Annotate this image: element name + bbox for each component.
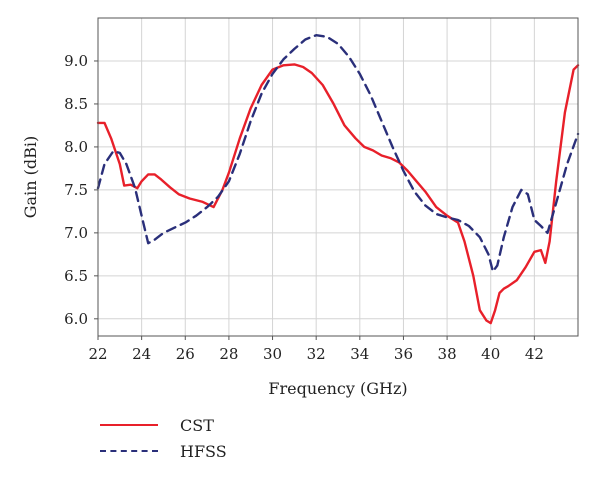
y-tick-label: 6.5 (64, 267, 88, 285)
x-axis-label: Frequency (GHz) (268, 379, 407, 398)
x-tick-label: 40 (481, 345, 500, 363)
legend-item-hfss: HFSS (100, 438, 227, 464)
x-tick-label: 28 (219, 345, 238, 363)
series-layer (96, 34, 580, 325)
y-tick-label: 6.0 (64, 310, 88, 328)
y-tick-label: 9.0 (64, 52, 88, 70)
series-line-cst (96, 63, 580, 325)
legend-swatch-hfss (100, 450, 158, 452)
legend-label-hfss: HFSS (180, 441, 227, 461)
legend-swatch-cst (100, 424, 158, 426)
x-tick-label: 26 (176, 345, 195, 363)
grid (97, 18, 578, 336)
legend-label-cst: CST (180, 415, 214, 435)
y-tick-label: 7.5 (64, 181, 88, 199)
legend-item-cst: CST (100, 412, 227, 438)
x-tick-label: 32 (307, 345, 326, 363)
plot-frame (97, 17, 579, 337)
tick-labels: 22 24 26 28 30 32 34 36 38 40 42 6.0 6.5 7.0 7.5 8.0 8.5… (64, 52, 544, 363)
y-tick-label: 8.5 (64, 95, 88, 113)
x-tick-label: 30 (263, 345, 282, 363)
y-tick-label: 7.0 (64, 224, 88, 242)
series-line-hfss (96, 34, 580, 273)
y-axis-label: Gain (dBi) (21, 136, 40, 218)
y-tick-label: 8.0 (64, 138, 88, 156)
x-tick-label: 38 (438, 345, 457, 363)
legend: CST HFSS (100, 412, 227, 464)
x-tick-label: 24 (132, 345, 151, 363)
x-tick-label: 22 (88, 345, 107, 363)
x-tick-label: 34 (350, 345, 369, 363)
x-tick-label: 36 (394, 345, 413, 363)
x-tick-label: 42 (525, 345, 544, 363)
